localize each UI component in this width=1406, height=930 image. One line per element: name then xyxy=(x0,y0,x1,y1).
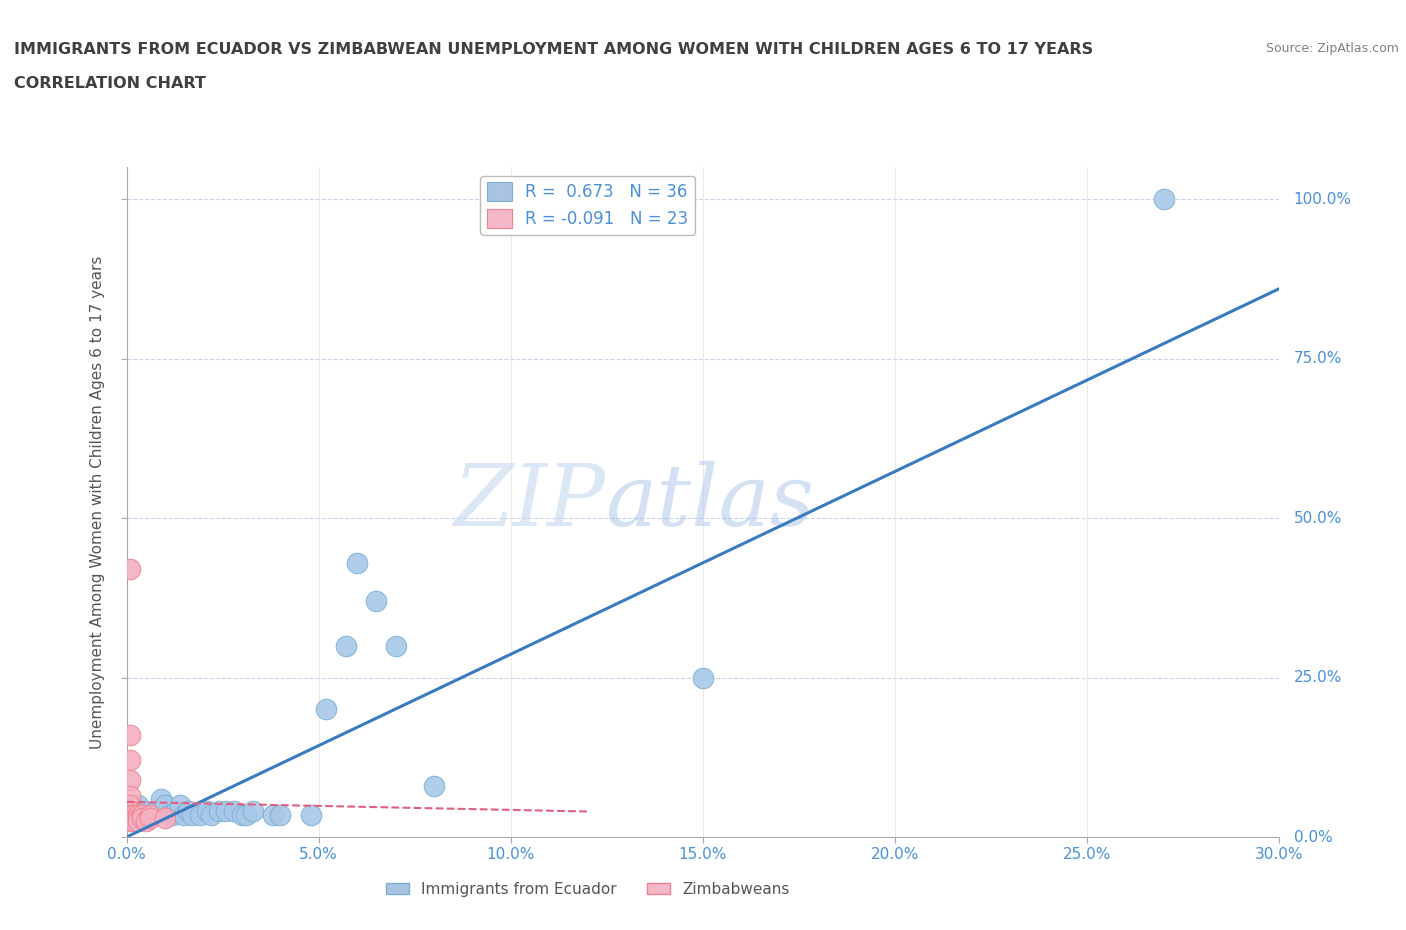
Point xyxy=(120,562,142,577)
Point xyxy=(269,807,291,822)
Point xyxy=(188,807,211,822)
Point xyxy=(335,638,357,653)
Text: IMMIGRANTS FROM ECUADOR VS ZIMBABWEAN UNEMPLOYMENT AMONG WOMEN WITH CHILDREN AGE: IMMIGRANTS FROM ECUADOR VS ZIMBABWEAN UN… xyxy=(14,42,1094,57)
Point xyxy=(166,804,188,819)
Point xyxy=(153,798,176,813)
Text: CORRELATION CHART: CORRELATION CHART xyxy=(14,76,205,91)
Point xyxy=(1153,192,1175,206)
Point xyxy=(180,807,202,822)
Point xyxy=(122,814,145,829)
Point xyxy=(135,814,157,829)
Point xyxy=(138,807,160,822)
Point xyxy=(131,807,153,822)
Point xyxy=(162,807,184,822)
Point xyxy=(299,807,322,822)
Point xyxy=(122,810,145,825)
Point xyxy=(235,807,257,822)
Point xyxy=(120,727,142,742)
Text: 100.0%: 100.0% xyxy=(1294,192,1351,206)
Text: 25.0%: 25.0% xyxy=(1294,671,1341,685)
Point xyxy=(120,772,142,787)
Point xyxy=(120,788,142,803)
Text: atlas: atlas xyxy=(605,461,814,543)
Point xyxy=(131,810,153,825)
Point xyxy=(366,593,388,608)
Point xyxy=(150,791,173,806)
Point xyxy=(120,753,142,768)
Point xyxy=(146,804,169,819)
Legend: Immigrants from Ecuador, Zimbabweans: Immigrants from Ecuador, Zimbabweans xyxy=(380,876,796,903)
Point xyxy=(127,810,149,825)
Point xyxy=(224,804,246,819)
Point xyxy=(120,804,142,819)
Point xyxy=(173,807,195,822)
Point xyxy=(127,814,149,829)
Text: 75.0%: 75.0% xyxy=(1294,352,1341,366)
Text: ZIP: ZIP xyxy=(453,461,605,543)
Text: Source: ZipAtlas.com: Source: ZipAtlas.com xyxy=(1265,42,1399,55)
Text: 50.0%: 50.0% xyxy=(1294,511,1341,525)
Point xyxy=(122,807,145,822)
Point xyxy=(195,804,218,819)
Point xyxy=(138,810,160,825)
Point xyxy=(120,814,142,829)
Point xyxy=(157,807,180,822)
Point xyxy=(122,807,145,822)
Y-axis label: Unemployment Among Women with Children Ages 6 to 17 years: Unemployment Among Women with Children A… xyxy=(90,256,105,749)
Point xyxy=(215,804,238,819)
Point xyxy=(169,798,191,813)
Point xyxy=(135,810,157,825)
Point xyxy=(138,807,160,822)
Point xyxy=(153,810,176,825)
Point xyxy=(242,804,264,819)
Point xyxy=(120,798,142,813)
Point xyxy=(127,798,149,813)
Point xyxy=(142,807,165,822)
Point xyxy=(262,807,284,822)
Point xyxy=(692,671,714,685)
Point xyxy=(131,804,153,819)
Point xyxy=(384,638,406,653)
Point xyxy=(315,702,337,717)
Point xyxy=(120,810,142,825)
Point xyxy=(127,807,149,822)
Point xyxy=(177,804,200,819)
Point xyxy=(120,807,142,822)
Point xyxy=(120,804,142,819)
Point xyxy=(423,778,446,793)
Point xyxy=(200,807,222,822)
Point xyxy=(231,807,253,822)
Point xyxy=(208,804,231,819)
Text: 0.0%: 0.0% xyxy=(1294,830,1333,844)
Point xyxy=(346,555,368,570)
